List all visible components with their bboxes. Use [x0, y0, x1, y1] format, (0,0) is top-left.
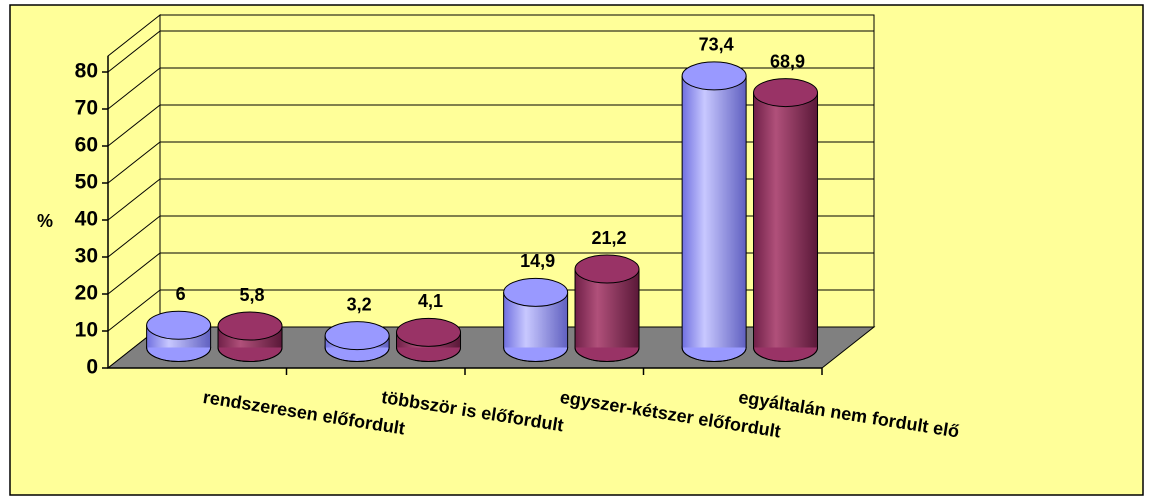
y-tick-label: 20 — [75, 282, 98, 305]
cylinder — [217, 311, 283, 362]
cylinder-top — [324, 321, 390, 351]
cylinder-outline — [396, 332, 462, 362]
cylinder-outline — [681, 75, 747, 362]
cylinder — [574, 254, 640, 362]
cylinder-outline — [324, 335, 390, 362]
cylinder-outline — [753, 92, 819, 362]
cylinder-outline — [146, 325, 212, 362]
chart-area — [9, 4, 1144, 496]
grid-line — [107, 141, 161, 184]
y-tick-label: 30 — [75, 245, 98, 268]
grid-line — [107, 104, 161, 147]
cylinder-top — [681, 61, 747, 91]
value-label: 68,9 — [770, 51, 805, 71]
grid-line — [107, 289, 161, 332]
cylinder-outline — [503, 292, 569, 362]
y-tick-label: 80 — [75, 60, 98, 83]
value-label: 4,1 — [418, 291, 443, 311]
y-tick-label: 60 — [75, 134, 98, 157]
value-label: 14,9 — [520, 251, 555, 271]
value-label: 5,8 — [240, 285, 265, 305]
grid-line — [107, 30, 161, 73]
cylinder — [324, 321, 390, 362]
grid-line — [107, 215, 161, 258]
grid-line — [107, 67, 161, 110]
y-tick-label: 50 — [75, 171, 98, 194]
cylinder — [146, 310, 212, 362]
cylinder-outline — [217, 326, 283, 362]
bar — [682, 75, 747, 348]
cylinder-top — [753, 78, 819, 108]
value-label: 21,2 — [592, 228, 627, 248]
cylinder — [503, 277, 569, 362]
value-label: 3,2 — [347, 294, 372, 314]
cylinder-top — [217, 311, 283, 341]
cylinder — [681, 61, 747, 362]
cylinder-top — [503, 277, 569, 307]
bar — [753, 92, 818, 348]
cylinder-top — [574, 254, 640, 284]
cylinder — [753, 78, 819, 362]
y-tick-label: 70 — [75, 97, 98, 120]
y-tick-label: 10 — [75, 319, 98, 342]
value-label: 6 — [176, 284, 186, 304]
cylinder-outline — [574, 269, 640, 362]
cylinder-top — [396, 317, 462, 347]
grid-line — [107, 178, 161, 221]
y-tick-label: 40 — [75, 208, 98, 231]
cylinder-top — [146, 310, 212, 340]
value-label: 73,4 — [699, 35, 734, 55]
grid-line — [107, 252, 161, 295]
y-axis-label: % — [37, 211, 53, 231]
cylinder — [396, 317, 462, 362]
y-tick-label: 0 — [86, 356, 98, 379]
